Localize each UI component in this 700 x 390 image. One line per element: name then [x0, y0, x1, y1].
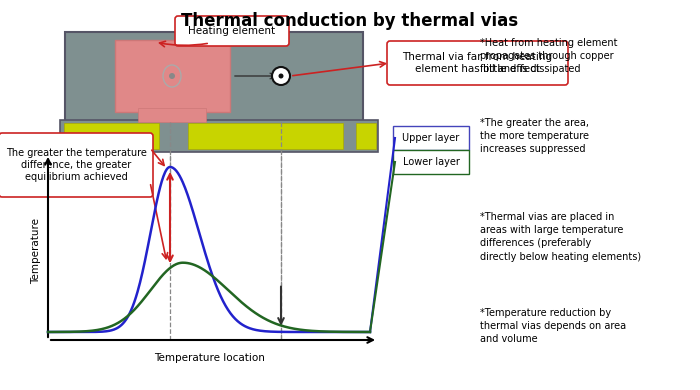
Text: Temperature: Temperature: [31, 218, 41, 284]
FancyBboxPatch shape: [0, 133, 153, 197]
Bar: [115, 40, 230, 112]
Text: The greater the temperature
difference, the greater
equilibrium achieved: The greater the temperature difference, …: [6, 149, 146, 182]
Circle shape: [272, 67, 290, 85]
Text: *Thermal vias are placed in
areas with large temperature
differences (preferably: *Thermal vias are placed in areas with l…: [480, 212, 641, 262]
Text: Lower layer: Lower layer: [402, 157, 459, 167]
Circle shape: [279, 73, 284, 78]
FancyBboxPatch shape: [393, 126, 469, 150]
FancyBboxPatch shape: [393, 150, 469, 174]
Bar: [188, 123, 343, 149]
Text: *The greater the area,
the more temperature
increases suppressed: *The greater the area, the more temperat…: [480, 118, 589, 154]
Text: Thermal conduction by thermal vias: Thermal conduction by thermal vias: [181, 12, 519, 30]
Bar: [64, 123, 159, 149]
FancyBboxPatch shape: [175, 16, 289, 46]
Ellipse shape: [163, 65, 181, 87]
Bar: [356, 123, 376, 149]
Text: Temperature location: Temperature location: [153, 353, 265, 363]
Bar: [60, 120, 378, 152]
Text: *Temperature reduction by
thermal vias depends on area
and volume: *Temperature reduction by thermal vias d…: [480, 308, 626, 344]
Bar: [138, 108, 206, 122]
Text: Thermal via far from heating
element has little effect: Thermal via far from heating element has…: [402, 52, 552, 74]
Bar: [65, 32, 363, 122]
Circle shape: [169, 73, 175, 79]
Text: Heating element: Heating element: [188, 26, 276, 36]
Text: Upper layer: Upper layer: [402, 133, 460, 143]
Text: *Heat from heating element
propagates through copper
foil and is dissipated: *Heat from heating element propagates th…: [480, 38, 617, 74]
FancyBboxPatch shape: [387, 41, 568, 85]
